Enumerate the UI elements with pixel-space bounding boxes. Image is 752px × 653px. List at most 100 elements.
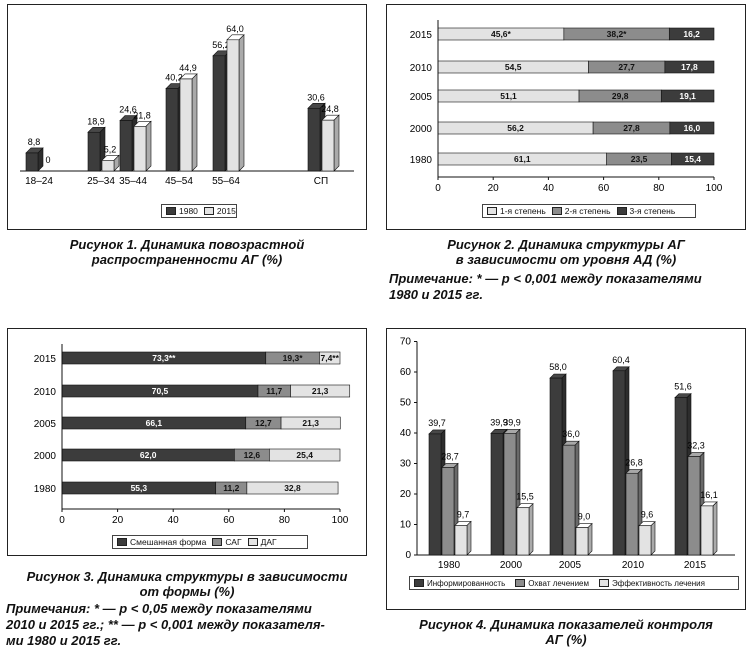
- chart-3-label-1-2000: 12,6: [244, 450, 261, 460]
- chart-3-note-line-2: 2010 и 2015 гг.; ** — p < 0,001 между по…: [6, 617, 325, 632]
- chart-2-x-tick-0: 0: [435, 183, 441, 194]
- chart-3-y-tick-1980: 1980: [34, 484, 57, 495]
- value-label-2015-25–34: 5,2: [104, 144, 117, 154]
- chart-4-value-label-0-2015: 51,6: [674, 382, 692, 392]
- legend-label-efficacy: Эффективность лечения: [612, 578, 705, 588]
- chart-4-caption: Рисунок 4. Динамика показателей контроля…: [386, 617, 746, 647]
- chart-4-x-tick-2005: 2005: [559, 560, 582, 571]
- bar-2015-СП: [321, 119, 335, 172]
- chart-3-plot: 73,3** 19,3* 7,4** 2015 70,5 11,7 21,3 2010 66,1…: [34, 344, 351, 526]
- chart-4-bar-2-2010-side: [650, 520, 656, 556]
- chart-1-caption-line-1: Рисунок 1. Динамика повозрастной: [69, 237, 305, 252]
- legend-label-awareness: Информированность: [427, 578, 506, 588]
- chart-4-bar-2-1980-side: [466, 520, 472, 556]
- chart-4-bar-2-2000-side: [528, 503, 534, 556]
- chart-4-value-label-1-2000: 39,9: [503, 417, 521, 427]
- chart-4-bar-0-2000: [490, 433, 504, 556]
- chart-2-y-tick-2010: 2010: [410, 63, 433, 74]
- chart-4-caption-line-1: Рисунок 4. Динамика показателей контроля: [419, 617, 713, 632]
- chart-3-caption-line-1: Рисунок 3. Динамика структуры в зависимо…: [26, 569, 348, 584]
- chart-2-panel: 45,6* 38,2* 16,2 2015 54,5 27,7 17,8 2010 51,1 29…: [386, 4, 746, 230]
- chart-4-bar-0-1980: [428, 433, 442, 556]
- x-tick-18–24: 18–24: [25, 176, 53, 187]
- chart-4-bar-1-1980: [441, 467, 455, 556]
- x-tick-25–34: 25–34: [87, 176, 115, 187]
- chart-4-y-tick-70: 70: [400, 337, 412, 348]
- value-label-2015-18–24: 0: [45, 155, 50, 165]
- chart-2-label-2-2010: 17,8: [681, 62, 698, 72]
- chart-4-y-tick-20: 20: [400, 489, 412, 500]
- chart-3-note-line-3: ми 1980 и 2015 гг.: [6, 633, 122, 648]
- chart-1-panel: 8,8 0 18–24 18,9 5,2 25–34 24,6 21,8 35–44 40,2 44…: [7, 4, 367, 230]
- legend-swatch-grade-2: [551, 207, 562, 215]
- chart-2-note: Примечание: * — p < 0,001 между показате…: [389, 271, 749, 303]
- chart-2-label-0-2015: 45,6*: [491, 29, 512, 39]
- legend-label-1980: 1980: [179, 206, 198, 216]
- bar-2015-45–54: [179, 78, 193, 172]
- chart-2-x-tick-20: 20: [488, 183, 500, 194]
- chart-2-label-2-2015: 16,2: [683, 29, 700, 39]
- bar-1980-45–54: [165, 88, 179, 172]
- chart-2-label-0-2000: 56,2: [507, 123, 524, 133]
- chart-3-seg-2-2010: [290, 384, 351, 398]
- chart-2-label-1-2010: 27,7: [618, 62, 635, 72]
- chart-4-value-label-2-1980: 9,7: [457, 509, 470, 519]
- chart-4-legend: Информированность Охват лечением Эффекти…: [409, 576, 739, 590]
- legend-label-grade-2: 2-я степень: [564, 206, 611, 216]
- bar-1980-55–64: [212, 55, 226, 172]
- value-label-2015-45–54: 44,9: [179, 63, 197, 73]
- chart-4-y-tick-40: 40: [400, 428, 412, 439]
- chart-4-value-label-2-2000: 15,5: [516, 492, 534, 502]
- chart-4-value-label-0-1980: 39,7: [428, 418, 446, 428]
- chart-4-bar-1-2005: [562, 444, 576, 556]
- chart-3-seg-2-2000: [269, 448, 341, 462]
- chart-2-note-line-2: 1980 и 2015 гг.: [389, 287, 483, 302]
- chart-2-seg-2-2005: [660, 89, 715, 103]
- legend-label-grade-1: 1-я степень: [500, 206, 546, 216]
- chart-1-caption: Рисунок 1. Динамика повозрастной распрос…: [7, 237, 367, 267]
- chart-3-x-tick-0: 0: [59, 515, 65, 526]
- chart-2-label-1-2000: 27,8: [623, 123, 640, 133]
- chart-2-y-tick-2005: 2005: [410, 92, 433, 103]
- chart-2-x-tick-80: 80: [653, 183, 665, 194]
- legend-swatch-sag: [212, 538, 223, 546]
- bar-1980-18–24: [25, 152, 39, 172]
- chart-2-caption: Рисунок 2. Динамика структуры АГ в завис…: [386, 237, 746, 267]
- chart-4-bar-0-2010: [612, 370, 626, 556]
- chart-4-bar-1-2000: [503, 433, 517, 556]
- chart-3-label-1-1980: 11,2: [223, 483, 239, 493]
- chart-3-label-0-1980: 55,3: [131, 483, 148, 493]
- chart-4-value-label-0-2005: 58,0: [549, 362, 567, 372]
- chart-4-x-tick-2000: 2000: [500, 560, 523, 571]
- chart-4-y-tick-30: 30: [400, 459, 412, 470]
- chart-2-label-1-1980: 23,5: [631, 154, 648, 164]
- chart-3-panel: 73,3** 19,3* 7,4** 2015 70,5 11,7 21,3 2010 66,1…: [7, 328, 367, 556]
- chart-2-caption-line-2: в зависимости от уровня АД (%): [455, 252, 677, 267]
- chart-2-label-2-2005: 19,1: [679, 91, 696, 101]
- chart-4-bar-1-2010: [625, 472, 639, 556]
- bar-1980-25–34: [87, 131, 101, 172]
- bar-2015-45–54-side: [191, 73, 198, 172]
- chart-2-label-2-1980: 15,4: [684, 154, 701, 164]
- chart-1-caption-line-2: распространенности АГ (%): [91, 252, 283, 267]
- chart-2-seg-2-2015: [668, 27, 715, 41]
- chart-4-value-label-2-2015: 16,1: [700, 490, 718, 500]
- chart-3-y-tick-2010: 2010: [34, 387, 57, 398]
- chart-3-note-line-1: Примечания: * — p < 0,05 между показател…: [6, 601, 312, 616]
- chart-2-seg-2-1980: [671, 152, 715, 166]
- chart-4-bar-2-2015-side: [712, 501, 718, 556]
- legend-swatch-grade-1: [487, 207, 497, 215]
- x-tick-СП: СП: [314, 176, 328, 187]
- chart-3-label-1-2005: 12,7: [255, 418, 272, 428]
- x-tick-55–64: 55–64: [212, 176, 240, 187]
- chart-3-x-tick-60: 60: [223, 515, 235, 526]
- x-tick-35–44: 35–44: [119, 176, 147, 187]
- bar-1980-35–44: [119, 120, 133, 172]
- chart-3-label-0-2015: 73,3**: [152, 353, 176, 363]
- legend-label-treatment: Охват лечением: [528, 578, 590, 588]
- chart-4-bar-2-2010: [638, 525, 652, 556]
- chart-2-y-tick-2015: 2015: [410, 30, 433, 41]
- chart-2-label-0-2005: 51,1: [500, 91, 517, 101]
- chart-2-seg-2-2010: [664, 60, 715, 74]
- bar-2015-25–34: [101, 160, 115, 172]
